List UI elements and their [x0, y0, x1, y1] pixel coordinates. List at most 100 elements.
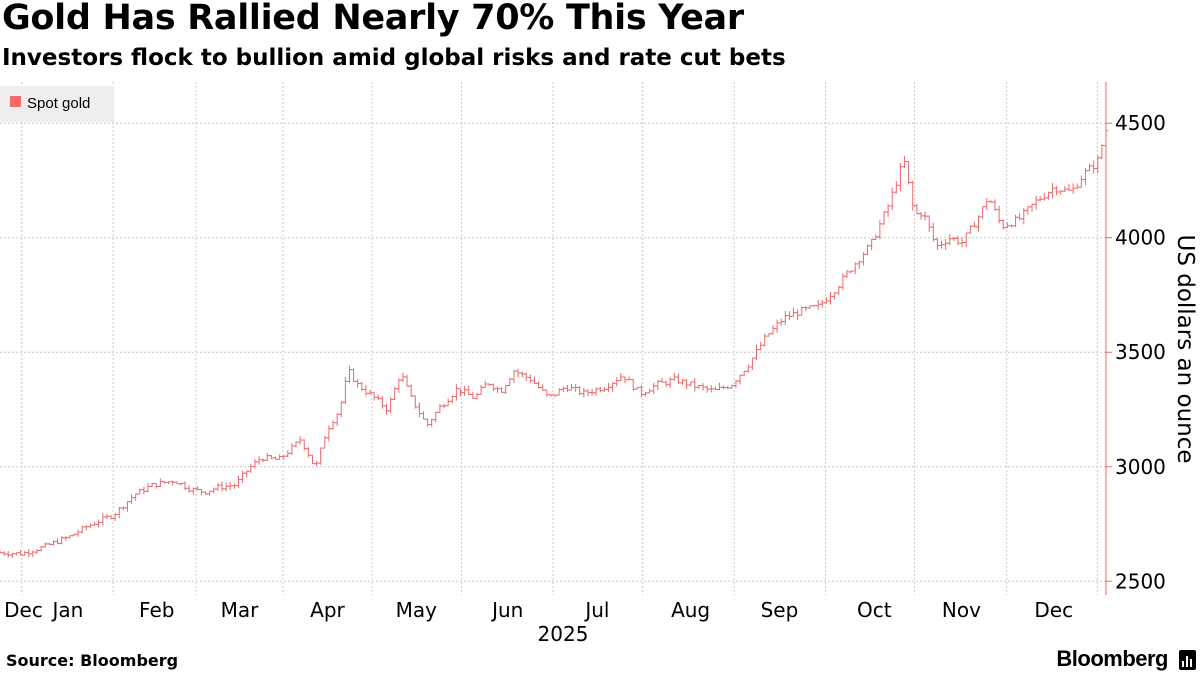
x-tick-label-7: Jul	[583, 598, 609, 622]
ohlc-bar	[383, 404, 389, 415]
ohlc-bar	[828, 292, 834, 305]
ohlc-bar	[976, 215, 982, 233]
ohlc-bar	[819, 300, 825, 308]
ohlc-bar	[346, 365, 352, 384]
y-axis-title: US dollars an ounce	[1172, 234, 1198, 463]
y-tick-label-4500: 4500	[1115, 111, 1166, 135]
ohlc-bar	[215, 483, 221, 491]
ohlc-bar	[881, 211, 887, 225]
ohlc-bar	[749, 357, 755, 370]
ohlc-bar	[240, 470, 246, 483]
ohlc-bar	[614, 377, 620, 387]
ohlc-bar	[92, 521, 98, 526]
x-tick-label-5: May	[396, 598, 438, 622]
ohlc-bar	[934, 238, 940, 251]
x-tick-label-6: Jun	[490, 598, 523, 622]
legend-label-spot-gold: Spot gold	[27, 95, 90, 112]
y-tick-label-2500: 2500	[1115, 569, 1166, 593]
ohlc-bar	[375, 394, 381, 401]
gridlines	[0, 82, 1106, 595]
ohlc-bar	[1029, 203, 1035, 212]
ohlc-bar	[737, 374, 743, 385]
ohlc-bar	[75, 529, 81, 537]
x-tick-label-10: Oct	[857, 598, 892, 622]
ohlc-bar	[318, 447, 324, 465]
ohlc-bar	[803, 306, 809, 312]
ohlc-bar	[42, 542, 48, 548]
ohlc-bar	[133, 493, 139, 501]
ohlc-bar	[87, 523, 93, 528]
ohlc-bar	[186, 485, 192, 493]
y-axis: 2500 3000 3500 4000 4500	[1105, 82, 1166, 595]
ohlc-bar	[100, 513, 106, 526]
ohlc-bar	[893, 181, 899, 194]
x-axis-year-label: 2025	[538, 622, 589, 646]
ohlc-bar	[531, 376, 537, 384]
ohlc-bar	[5, 550, 11, 558]
ohlc-bar	[914, 203, 920, 215]
ohlc-bar	[22, 550, 28, 556]
ohlc-bar	[955, 235, 961, 246]
bloomberg-logo: Bloomberg	[1056, 646, 1168, 671]
ohlc-bar	[219, 481, 225, 492]
ohlc-bar	[815, 300, 821, 310]
ohlc-bar	[544, 389, 550, 397]
ohlc-bar	[235, 475, 241, 488]
ohlc-bar	[59, 536, 65, 545]
ohlc-bar	[906, 160, 912, 185]
y-tick-label-3500: 3500	[1115, 340, 1166, 364]
ohlc-bar	[511, 369, 517, 384]
ohlc-bar	[223, 482, 229, 492]
ohlc-bar	[1091, 160, 1097, 174]
ohlc-bar	[404, 374, 410, 387]
ohlc-bar	[1087, 163, 1093, 172]
ohlc-bar	[363, 385, 369, 397]
ohlc-bar	[560, 386, 566, 393]
ohlc-bar	[351, 368, 357, 383]
ohlc-bar	[1054, 185, 1060, 196]
ohlc-bar	[26, 549, 32, 558]
ohlc-bar	[474, 392, 480, 400]
ohlc-bar	[170, 480, 176, 486]
ohlc-bar	[305, 446, 311, 458]
ohlc-bar	[1050, 182, 1056, 199]
y-tick-label-4000: 4000	[1115, 226, 1166, 250]
ohlc-bar	[207, 490, 213, 497]
ohlc-bar	[445, 398, 451, 407]
ohlc-bar	[786, 311, 792, 321]
ohlc-bar	[96, 519, 102, 528]
ohlc-bar	[758, 342, 764, 351]
ohlc-bar	[971, 221, 977, 228]
x-tick-label-1: Jan	[51, 598, 84, 622]
ohlc-bar	[256, 456, 262, 465]
ohlc-bar	[211, 487, 217, 494]
series-spot-gold	[0, 125, 1109, 558]
ohlc-bar	[1, 551, 7, 556]
ohlc-bar	[1074, 183, 1080, 190]
ohlc-bar	[844, 270, 850, 278]
ohlc-bar	[408, 384, 414, 398]
chart-subtitle: Investors flock to bullion amid global r…	[2, 45, 786, 71]
ohlc-bar	[494, 386, 500, 394]
ohlc-bar	[564, 384, 570, 393]
ohlc-bar	[717, 382, 723, 391]
ohlc-bar	[231, 483, 237, 489]
ohlc-bar	[478, 384, 484, 396]
x-tick-label-2: Feb	[139, 598, 174, 622]
ohlc-bar	[589, 388, 595, 396]
ohlc-bar	[688, 381, 694, 387]
ohlc-bar	[1013, 214, 1019, 227]
ohlc-bar	[490, 383, 496, 392]
ohlc-bar	[963, 232, 969, 248]
ohlc-bar	[684, 378, 690, 390]
ohlc-bar	[330, 420, 336, 430]
ohlc-bar	[129, 494, 135, 504]
ohlc-bar	[157, 478, 163, 488]
ohlc-bar	[116, 506, 122, 519]
ohlc-bar	[778, 318, 784, 326]
ohlc-bar	[420, 411, 426, 420]
x-tick-label-8: Aug	[671, 598, 710, 622]
ohlc-bar	[581, 387, 587, 398]
ohlc-bar	[984, 198, 990, 210]
